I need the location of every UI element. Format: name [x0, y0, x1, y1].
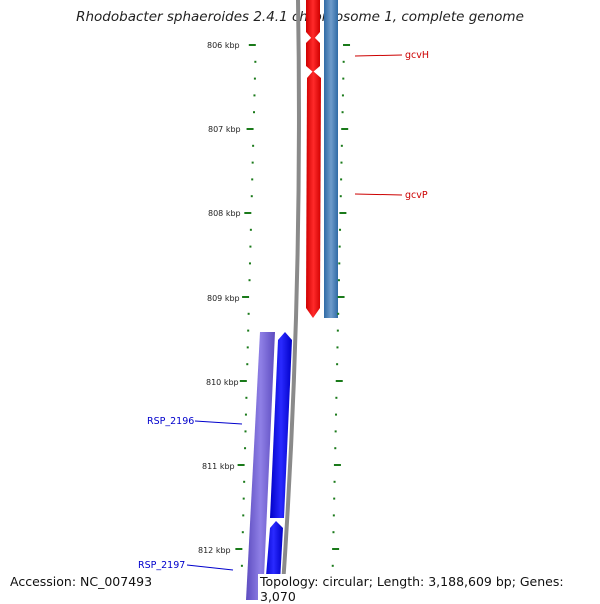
scale-label-810: 810 kbp — [206, 378, 239, 387]
outer-minor-tick — [335, 396, 338, 399]
scale-minor-tick — [246, 363, 249, 366]
scale-major-ticks — [235, 44, 256, 550]
outer-minor-tick — [342, 77, 345, 80]
scale-major-tick — [248, 44, 256, 46]
outer-minor-tick — [334, 430, 337, 433]
scale-minor-tick — [250, 195, 253, 198]
outer-minor-tick — [337, 279, 340, 282]
gene-gcvH-feature-segment[interactable] — [306, 36, 320, 72]
scale-label-806: 806 kbp — [207, 41, 240, 50]
outer-major-tick — [335, 380, 343, 382]
scale-minor-tick — [245, 396, 248, 399]
scale-minor-tick — [249, 228, 252, 231]
scale-minor-ticks — [240, 60, 257, 567]
gene-RSP_2196-leader — [194, 420, 243, 425]
outer-minor-tick — [340, 161, 343, 164]
scale-label-811: 811 kbp — [202, 462, 235, 471]
accession-text: Accession: NC_007493 — [8, 574, 155, 589]
gene-gcvP-leader — [354, 193, 403, 196]
outer-minor-tick — [332, 514, 335, 517]
outer-minor-tick — [340, 178, 343, 181]
scale-major-tick — [235, 548, 243, 550]
scale-minor-tick — [253, 111, 256, 114]
outer-minor-tick — [339, 195, 342, 198]
scale-minor-tick — [241, 531, 244, 534]
outer-minor-tick — [336, 329, 339, 332]
scale-minor-tick — [251, 178, 254, 181]
outer-major-tick — [339, 212, 347, 214]
genome-backbone — [280, 0, 301, 600]
scale-major-tick — [239, 380, 247, 382]
scale-minor-tick — [246, 346, 249, 349]
outer-minor-tick — [338, 245, 341, 248]
gene-gcvP-feature[interactable] — [306, 71, 321, 318]
outer-major-tick — [341, 128, 349, 130]
scale-minor-tick — [254, 60, 257, 63]
outer-minor-tick — [336, 363, 339, 366]
outer-minor-tick — [333, 480, 336, 483]
scale-label-808: 808 kbp — [208, 209, 241, 218]
outer-minor-tick — [332, 531, 335, 534]
gene-label-gcvP[interactable]: gcvP — [405, 190, 428, 201]
reverse-track — [246, 332, 275, 600]
outer-minor-tick — [336, 346, 339, 349]
outer-minor-tick — [337, 312, 340, 315]
outer-minor-tick — [338, 262, 341, 265]
scale-major-tick — [244, 212, 252, 214]
scale-minor-tick — [247, 329, 250, 332]
scale-minor-tick — [248, 279, 251, 282]
gene-RSP_2196-feature[interactable] — [270, 332, 292, 518]
gene-label-RSP_2197[interactable]: RSP_2197 — [138, 560, 185, 571]
outer-minor-tick — [340, 144, 343, 147]
gene-label-gcvH[interactable]: gcvH — [405, 50, 429, 61]
outer-minor-ticks — [331, 44, 351, 567]
forward-track — [324, 0, 338, 318]
outer-minor-tick — [335, 413, 338, 416]
outer-major-tick — [337, 296, 345, 298]
outer-minor-tick — [342, 60, 345, 63]
scale-label-812: 812 kbp — [198, 546, 231, 555]
outer-minor-tick — [334, 447, 337, 450]
scale-minor-tick — [247, 312, 250, 315]
scale-minor-tick — [244, 430, 247, 433]
scale-minor-tick — [243, 480, 246, 483]
gene-label-RSP_2196[interactable]: RSP_2196 — [147, 416, 194, 427]
scale-minor-tick — [242, 497, 245, 500]
scale-minor-tick — [253, 94, 256, 97]
scale-minor-tick — [252, 144, 255, 147]
outer-minor-tick — [341, 111, 344, 114]
scale-minor-tick — [253, 77, 256, 80]
scale-major-tick — [237, 464, 245, 466]
scale-minor-tick — [242, 514, 245, 517]
scale-minor-tick — [244, 413, 247, 416]
gene-gcvH-leader — [354, 54, 403, 57]
genome-summary-text: Topology: circular; Length: 3,188,609 bp… — [258, 574, 600, 604]
gene-RSP_2197-leader — [186, 564, 234, 571]
scale-label-809: 809 kbp — [207, 294, 240, 303]
outer-major-tick — [343, 44, 351, 46]
outer-minor-tick — [333, 497, 336, 500]
gene-gcvH-feature[interactable] — [306, 0, 320, 40]
scale-minor-tick — [251, 161, 254, 164]
outer-minor-tick — [341, 94, 344, 97]
scale-major-tick — [242, 296, 250, 298]
outer-minor-tick — [339, 228, 342, 231]
scale-minor-tick — [244, 447, 247, 450]
scale-minor-tick — [248, 262, 251, 265]
outer-major-tick — [332, 548, 340, 550]
outer-minor-tick — [331, 564, 334, 567]
scale-label-807: 807 kbp — [208, 125, 241, 134]
scale-major-tick — [246, 128, 254, 130]
outer-major-tick — [333, 464, 341, 466]
scale-minor-tick — [249, 245, 252, 248]
scale-minor-tick — [240, 564, 243, 567]
